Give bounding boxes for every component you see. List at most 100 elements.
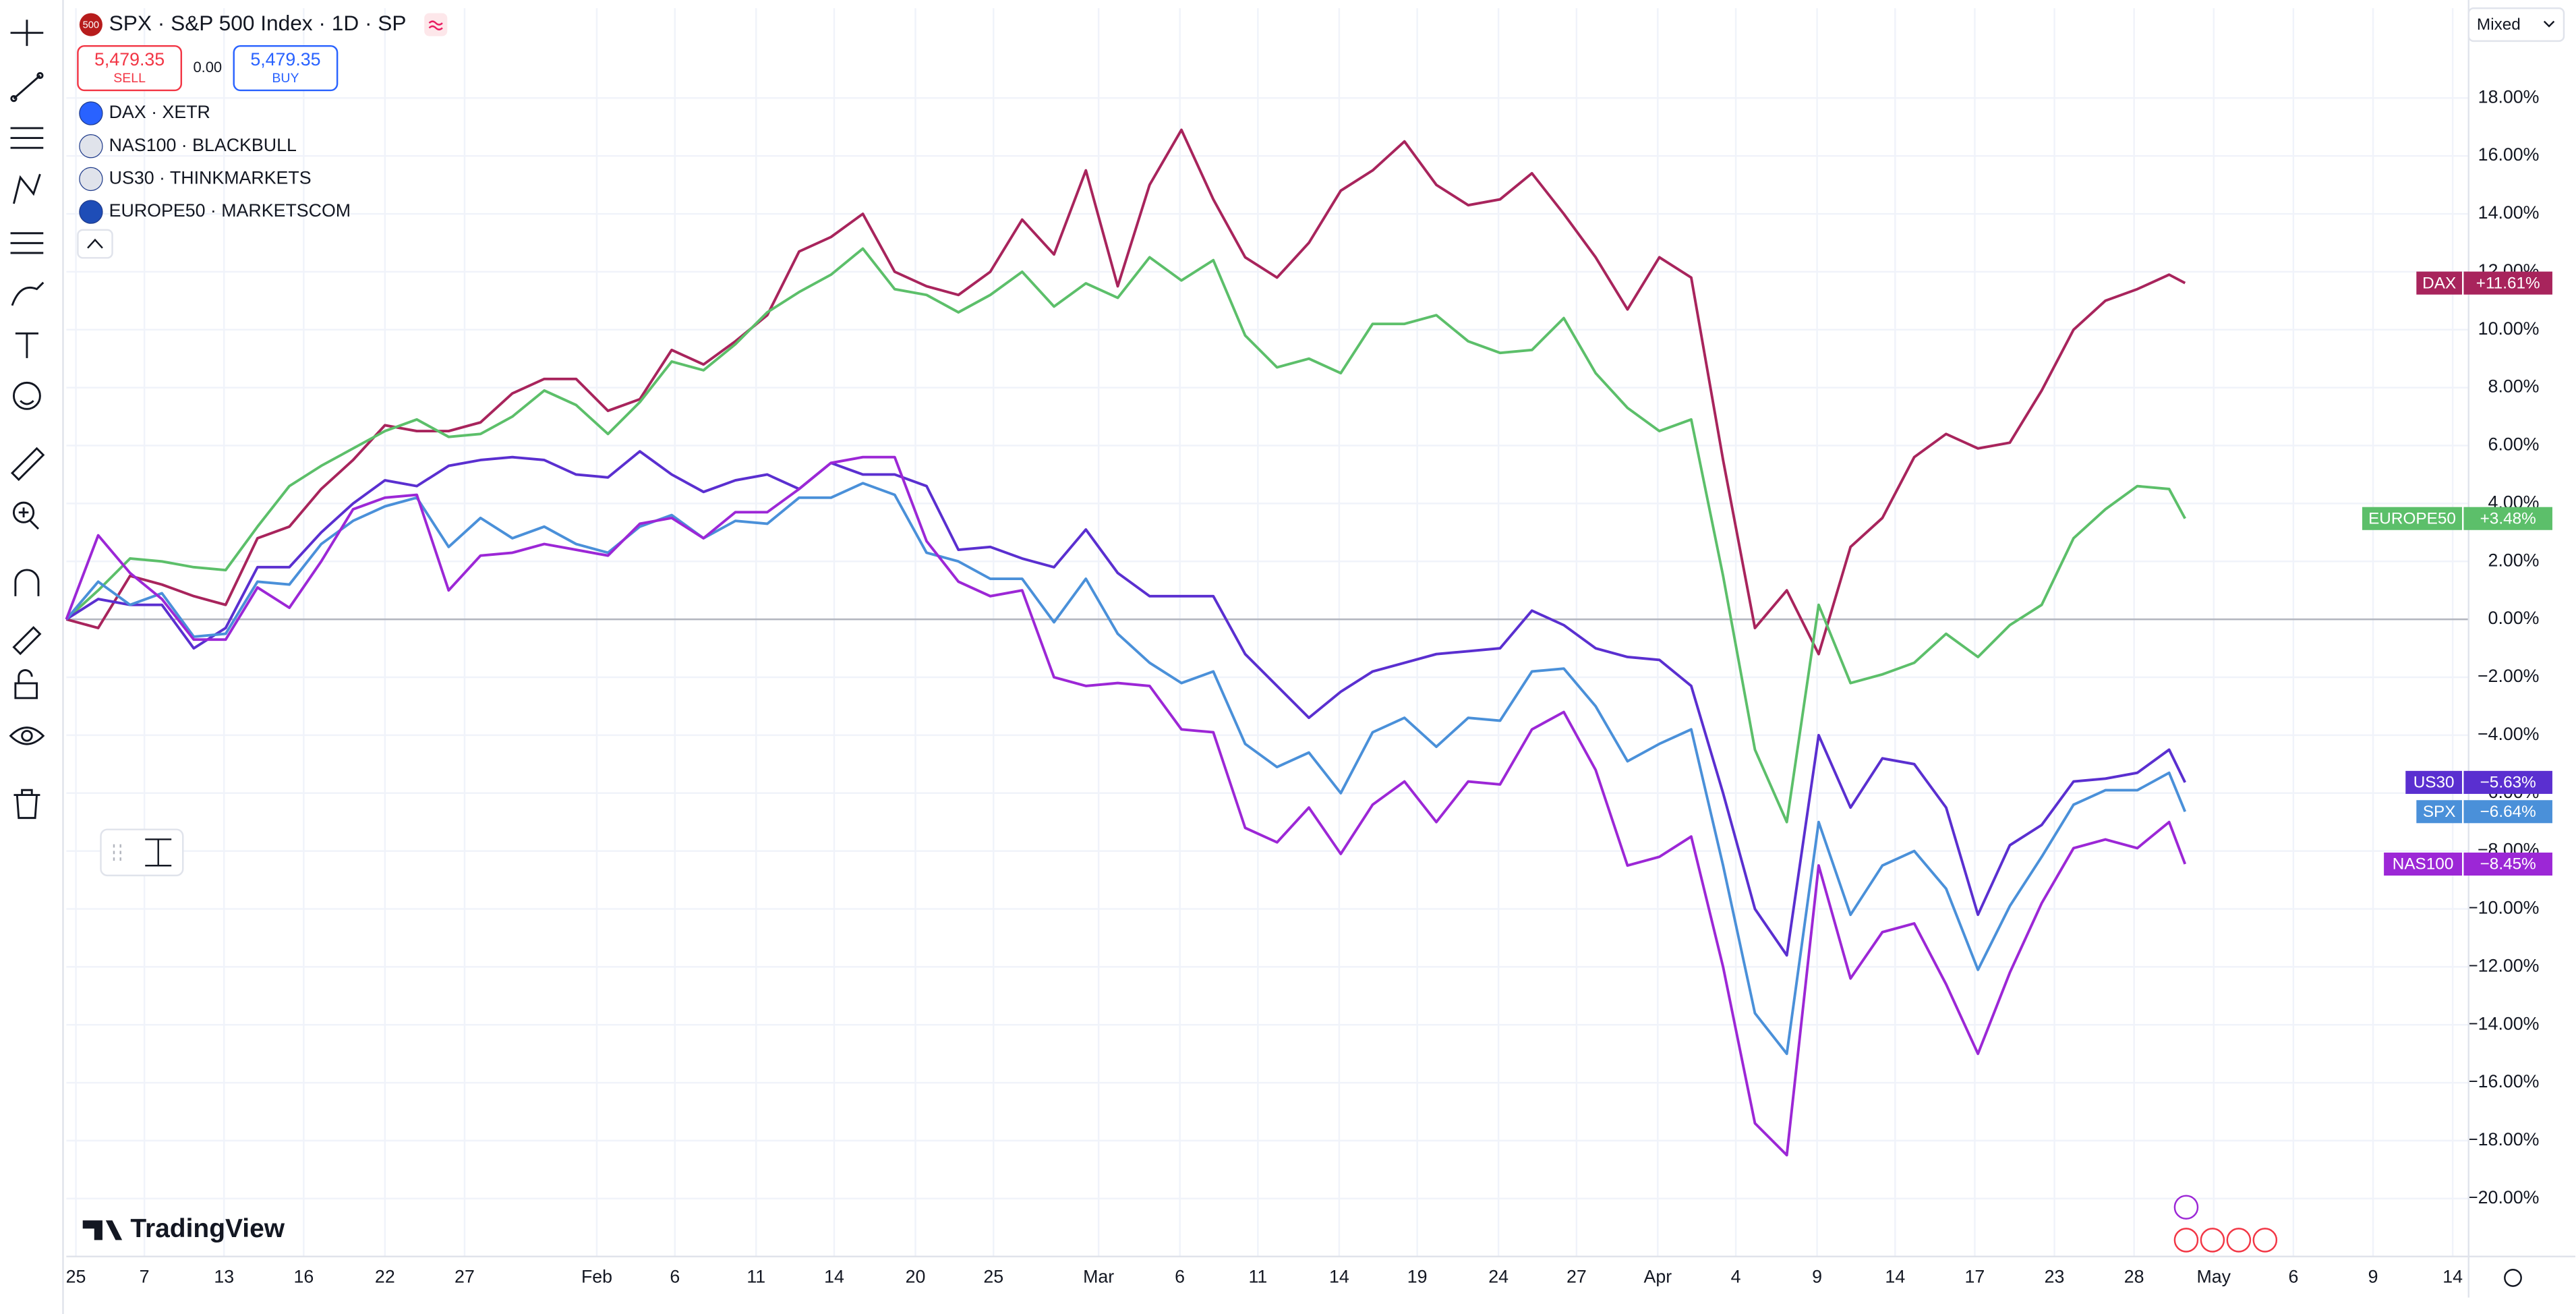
- collapse-button[interactable]: [77, 229, 113, 259]
- x-tick-label: 11: [1248, 1267, 1267, 1287]
- header-legend: 500 SPX · S&P 500 Index · 1D · SP 5,479.…: [77, 11, 448, 259]
- x-tick-label: 14: [2442, 1267, 2463, 1287]
- series-value-box: [2463, 507, 2552, 530]
- x-tick-label: 22: [375, 1267, 395, 1287]
- drag-handle[interactable]: [113, 844, 121, 861]
- prediction-tool[interactable]: [10, 232, 44, 254]
- compare-list: DAX · XETR NAS100 · BLACKBULL US30 · THINK…: [79, 101, 351, 224]
- x-tick-label: 14: [1885, 1267, 1905, 1287]
- x-tick-label: 6: [1175, 1267, 1185, 1287]
- ruler-tool[interactable]: [10, 447, 45, 482]
- series-last-label: −6.64%: [2480, 803, 2536, 821]
- series-line: [65, 247, 2186, 824]
- series-line: [65, 455, 2187, 1157]
- sell-label: SELL: [113, 71, 146, 86]
- legend-icon: [79, 167, 103, 192]
- x-tick-label: 23: [2045, 1267, 2065, 1287]
- x-tick-label: 27: [455, 1267, 475, 1287]
- sell-button[interactable]: [77, 45, 183, 92]
- event-icon[interactable]: [2200, 1228, 2225, 1253]
- flag-icon[interactable]: [424, 13, 448, 36]
- crosshair-tool[interactable]: [10, 20, 44, 47]
- legend-item[interactable]: DAX · XETR: [109, 102, 210, 122]
- x-tick-label: 24: [1488, 1267, 1509, 1287]
- series-line: [65, 450, 2187, 957]
- symbol-badge: [79, 13, 103, 36]
- x-tick-label: 25: [983, 1267, 1003, 1287]
- series-name: DAX: [2422, 274, 2456, 292]
- x-tick-label: 16: [293, 1267, 314, 1287]
- scale-mode[interactable]: Mixed: [2477, 16, 2521, 34]
- legend-item[interactable]: EUROPE50 · MARKETSCOM: [109, 200, 351, 221]
- zoom-tool[interactable]: [12, 501, 39, 530]
- x-tick-label: 9: [1812, 1267, 1822, 1287]
- y-tick-label: −14.00%: [2467, 1013, 2539, 1033]
- series-name-box: [2362, 507, 2463, 530]
- event-icon[interactable]: [2252, 1228, 2278, 1253]
- y-tick-label: 8.00%: [2488, 376, 2540, 397]
- x-tick-label: May: [2197, 1267, 2231, 1287]
- y-tick-label: −12.00%: [2467, 955, 2539, 975]
- x-tick-label: 13: [214, 1267, 234, 1287]
- symbol-badge-text: 500: [83, 20, 99, 31]
- series-name-box: [2405, 770, 2463, 794]
- legend-item[interactable]: NAS100 · BLACKBULL: [109, 135, 297, 155]
- collapse-arrow: [87, 238, 103, 249]
- drawing-toolbar: [9, 0, 64, 1314]
- settings-icon[interactable]: [2504, 1269, 2522, 1287]
- y-tick-label: 2.00%: [2488, 550, 2540, 570]
- series-value-box: [2463, 271, 2552, 295]
- x-tick-label: Apr: [1644, 1267, 1672, 1287]
- x-tick-label: 11: [747, 1267, 765, 1287]
- brush-tool[interactable]: [11, 281, 45, 306]
- legend-icon: [79, 200, 103, 224]
- floating-toolbar: [100, 828, 184, 877]
- x-tick-label: 4: [1731, 1267, 1741, 1287]
- hide-tool[interactable]: [9, 726, 45, 745]
- fib-tool[interactable]: [10, 127, 44, 149]
- x-tick-label: 20: [906, 1267, 926, 1287]
- symbol-title[interactable]: SPX · S&P 500 Index · 1D · SP: [109, 11, 407, 35]
- series-name: NAS100: [2393, 855, 2454, 874]
- y-tick-label: 18.00%: [2478, 86, 2540, 107]
- y-tick-label: 10.00%: [2478, 318, 2540, 339]
- event-icon[interactable]: [2173, 1228, 2199, 1253]
- legend-item[interactable]: US30 · THINKMARKETS: [109, 167, 312, 188]
- y-tick-label: −10.00%: [2467, 898, 2539, 918]
- y-tick-label: −20.00%: [2467, 1187, 2539, 1207]
- x-tick-label: 7: [140, 1267, 150, 1287]
- measure-icon[interactable]: [145, 838, 172, 867]
- series-value-box: [2463, 770, 2552, 794]
- x-tick-label: 6: [2288, 1267, 2298, 1287]
- text-tool[interactable]: [15, 332, 38, 358]
- event-icon[interactable]: [2173, 1195, 2199, 1220]
- emoji-tool[interactable]: [12, 381, 41, 410]
- magnet-tool[interactable]: [14, 569, 40, 596]
- y-tick-label: 0.00%: [2488, 608, 2540, 628]
- buy-label: BUY: [272, 71, 299, 86]
- scale-mode-arrow: [2543, 20, 2555, 28]
- trend-line-tool[interactable]: [10, 72, 44, 103]
- y-tick-label: −18.00%: [2467, 1129, 2539, 1149]
- stay-drawing-tool[interactable]: [12, 626, 42, 656]
- event-icon[interactable]: [2226, 1228, 2252, 1253]
- x-tick-label: 6: [670, 1267, 680, 1287]
- watermark: TradingView: [130, 1214, 285, 1243]
- pattern-tool[interactable]: [13, 173, 41, 204]
- legend-icon: [79, 101, 103, 125]
- buy-button[interactable]: [233, 45, 339, 92]
- series-last-label: +3.48%: [2480, 509, 2536, 527]
- series-name: SPX: [2423, 803, 2456, 821]
- y-tick-label: −4.00%: [2478, 724, 2540, 744]
- lock-tool[interactable]: [14, 669, 38, 699]
- spread: 0.00: [193, 59, 222, 76]
- series-value-box: [2463, 800, 2552, 824]
- series-last-label: −5.63%: [2480, 774, 2536, 792]
- sell-price: 5,479.35: [94, 49, 165, 69]
- delete-tool[interactable]: [13, 789, 40, 820]
- series-name: EUROPE50: [2368, 509, 2456, 527]
- x-tick-label: 9: [2368, 1267, 2378, 1287]
